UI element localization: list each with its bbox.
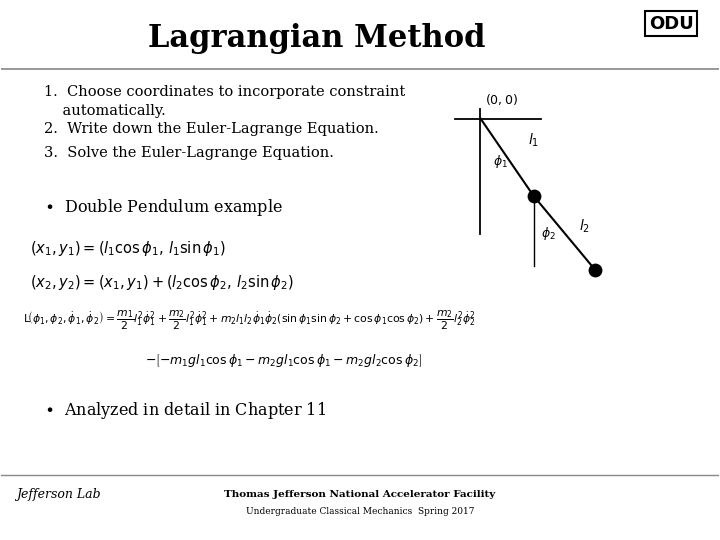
- Point: [590, 266, 601, 274]
- Text: $\phi_1$: $\phi_1$: [493, 153, 508, 171]
- Point: [528, 192, 539, 200]
- Text: $l_1$: $l_1$: [528, 132, 539, 150]
- Text: $(x_1, y_1) = (l_1 \cos\phi_1,\, l_1 \sin\phi_1)$: $(x_1, y_1) = (l_1 \cos\phi_1,\, l_1 \si…: [30, 239, 226, 258]
- Text: 3.  Solve the Euler-Lagrange Equation.: 3. Solve the Euler-Lagrange Equation.: [45, 146, 334, 160]
- Text: 1.  Choose coordinates to incorporate constraint
    automatically.: 1. Choose coordinates to incorporate con…: [45, 85, 405, 118]
- Text: $(x_2, y_2) = (x_1, y_1) + (l_2 \cos\phi_2,\, l_2 \sin\phi_2)$: $(x_2, y_2) = (x_1, y_1) + (l_2 \cos\phi…: [30, 273, 294, 292]
- Text: $l_2$: $l_2$: [580, 218, 590, 235]
- Text: Undergraduate Classical Mechanics  Spring 2017: Undergraduate Classical Mechanics Spring…: [246, 508, 474, 516]
- Text: 2.  Write down the Euler-Lagrange Equation.: 2. Write down the Euler-Lagrange Equatio…: [45, 122, 379, 136]
- Text: $\bullet$  Analyzed in detail in Chapter 11: $\bullet$ Analyzed in detail in Chapter …: [45, 400, 327, 421]
- Text: Thomas Jefferson National Accelerator Facility: Thomas Jefferson National Accelerator Fa…: [225, 490, 495, 500]
- Text: $(0,0)$: $(0,0)$: [485, 92, 518, 107]
- Text: $-\left[-m_1 g l_1\cos\phi_1 - m_2 g l_1\cos\phi_1 - m_2 g l_2\cos\phi_2\right]$: $-\left[-m_1 g l_1\cos\phi_1 - m_2 g l_1…: [145, 352, 422, 369]
- Text: $\bullet$  Double Pendulum example: $\bullet$ Double Pendulum example: [45, 198, 283, 219]
- Text: $\mathrm{L}\!\left(\phi_1,\phi_2,\dot{\phi}_1,\dot{\phi}_2\right)=\dfrac{m_1}{2}: $\mathrm{L}\!\left(\phi_1,\phi_2,\dot{\p…: [23, 309, 475, 332]
- Text: $\phi_2$: $\phi_2$: [541, 225, 556, 242]
- Text: Lagrangian Method: Lagrangian Method: [148, 23, 486, 54]
- Text: Jefferson Lab: Jefferson Lab: [16, 488, 100, 501]
- Text: ODU: ODU: [649, 15, 693, 33]
